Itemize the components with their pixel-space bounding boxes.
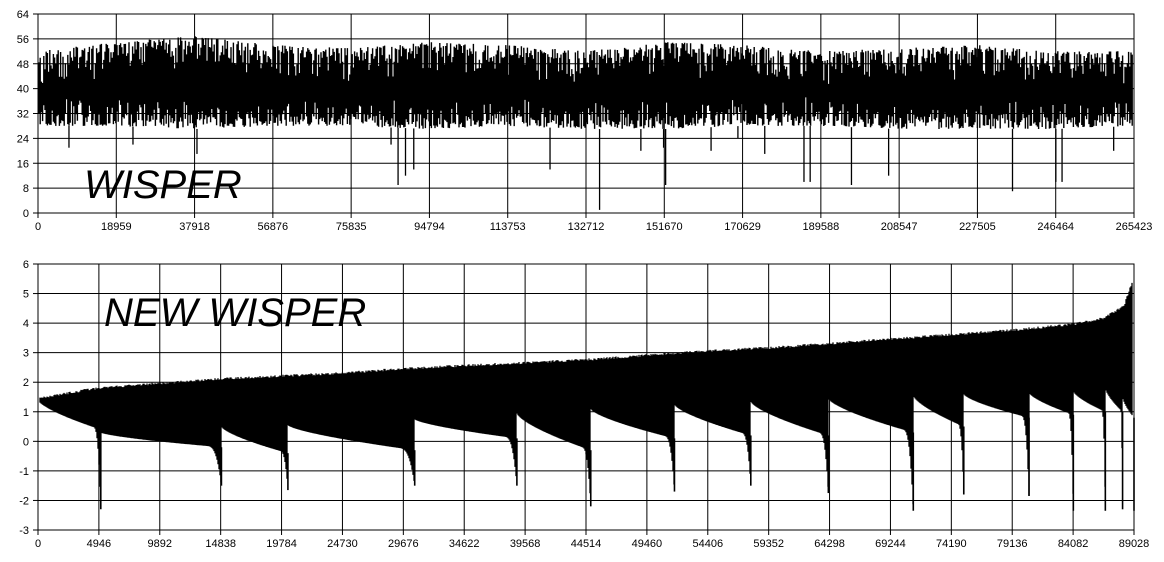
new-wisper-1-x-tick-label: 79136: [997, 538, 1028, 550]
new-wisper-1-x-tick-label: 64298: [814, 538, 845, 550]
new-wisper-1-y-tick-label: 4: [23, 318, 29, 330]
wisper-0-y-tick-label: 48: [17, 59, 29, 71]
new-wisper-1-x-tick-label: 34622: [449, 538, 480, 550]
new-wisper-1-x-tick-label: 14838: [205, 538, 236, 550]
wisper-0-x-tick-label: 246464: [1037, 221, 1074, 233]
wisper-0-x-tick-label: 151670: [646, 221, 683, 233]
new-wisper-1-x-tick-label: 84082: [1058, 538, 1089, 550]
new-wisper-series-trace: [39, 282, 1133, 505]
new-wisper-1-plot-frame: [37, 263, 1135, 531]
wisper-0-x-tick-label: 75835: [336, 221, 367, 233]
wisper-0-y-tick-label: 40: [17, 84, 29, 96]
new-wisper-1-x-tick-label: 29676: [388, 538, 419, 550]
wisper-0-y-tick-label: 64: [17, 9, 29, 21]
wisper-series-trace: [38, 36, 1133, 129]
new-wisper-1-x-tick-label: 69244: [875, 538, 906, 550]
new-wisper-1-x-tick-label: 39568: [510, 538, 541, 550]
new-wisper-1-x-tick-label: 24730: [327, 538, 358, 550]
wisper-0-x-tick-label: 170629: [724, 221, 761, 233]
new-wisper-1-y-tick-label: 2: [23, 377, 29, 389]
new-wisper-1-x-tick-label: 59352: [753, 538, 784, 550]
wisper-0-y-tick-label: 56: [17, 34, 29, 46]
new-wisper-1-y-tick-label: -2: [19, 495, 29, 507]
chart-title: NEW WISPER: [104, 291, 366, 335]
new-wisper-1-x-tick-label: 0: [35, 538, 41, 550]
new-wisper-1-x-tick-label: 54406: [692, 538, 723, 550]
wisper-0-plot-frame: [37, 13, 1135, 214]
wisper-0-y-tick-label: 32: [17, 109, 29, 121]
wisper-0-x-tick-label: 227505: [959, 221, 996, 233]
new-wisper-1-y-tick-label: -3: [19, 525, 29, 537]
new-wisper-1-x-tick-label: 4946: [87, 538, 111, 550]
new-wisper-1-x-tick-label: 49460: [632, 538, 663, 550]
new-wisper-1-x-tick-label: 19784: [266, 538, 297, 550]
new-wisper-1-y-tick-label: 5: [23, 289, 29, 301]
new-wisper-1-y-tick-label: 3: [23, 348, 29, 360]
chart-wisper: 0 18959 37918 56876 75835 94794 113753 132712 15…: [17, 9, 1153, 233]
wisper-0-x-tick-label: 265423: [1116, 221, 1153, 233]
chart-title: WISPER: [84, 163, 242, 207]
wisper-0-x-tick-label: 189588: [802, 221, 839, 233]
wisper-0-y-tick-label: 8: [23, 183, 29, 195]
wisper-0-x-tick-label: 208547: [881, 221, 918, 233]
new-wisper-1-x-tick-label: 9892: [148, 538, 172, 550]
chart-new-wisper: 0 4946 9892 14838 19784 24730 29676 34622 39568 4…: [19, 259, 1149, 550]
wisper-0-x-tick-label: 94794: [414, 221, 445, 233]
new-wisper-1-y-tick-label: 6: [23, 259, 29, 271]
wisper-0-x-tick-label: 18959: [101, 221, 132, 233]
wisper-0-x-tick-label: 132712: [568, 221, 605, 233]
wisper-0-x-tick-label: 113753: [490, 221, 526, 233]
wisper-0-y-tick-label: 24: [17, 133, 29, 145]
wisper-0-x-tick-label: 56876: [258, 221, 289, 233]
new-wisper-1-x-tick-label: 74190: [936, 538, 967, 550]
new-wisper-1-y-tick-label: 1: [23, 407, 29, 419]
new-wisper-1-x-tick-label: 89028: [1119, 538, 1150, 550]
wisper-0-x-tick-label: 37918: [179, 221, 210, 233]
wisper-0-y-tick-label: 0: [23, 208, 29, 220]
wisper-0-y-tick-label: 16: [17, 158, 29, 170]
new-wisper-1-x-tick-label: 44514: [571, 538, 602, 550]
wisper-0-x-tick-label: 0: [35, 221, 41, 233]
new-wisper-1-y-tick-label: 0: [23, 436, 29, 448]
new-wisper-1-y-tick-label: -1: [19, 466, 29, 478]
